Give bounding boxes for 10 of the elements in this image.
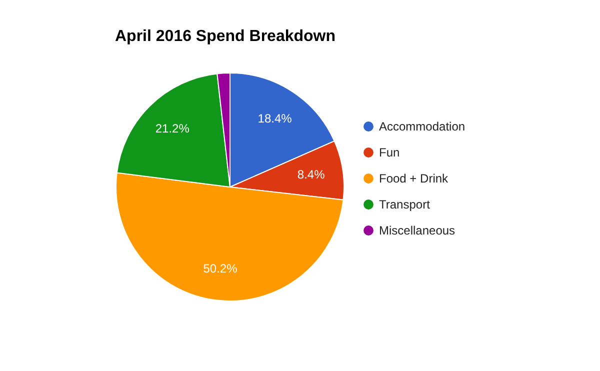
data-label: 50.2% — [203, 261, 238, 276]
data-label: 21.2% — [155, 122, 190, 136]
legend-label: Food + Drink — [379, 172, 450, 186]
legend-label: Accommodation — [379, 120, 466, 134]
legend-label: Transport — [379, 198, 431, 212]
data-label: 8.4% — [297, 168, 326, 182]
data-label: 18.4% — [258, 111, 292, 126]
legend-label: Fun — [379, 146, 400, 160]
chart-title: April 2016 Spend Breakdown — [115, 28, 336, 45]
legend-label: Miscellaneous — [379, 224, 456, 238]
